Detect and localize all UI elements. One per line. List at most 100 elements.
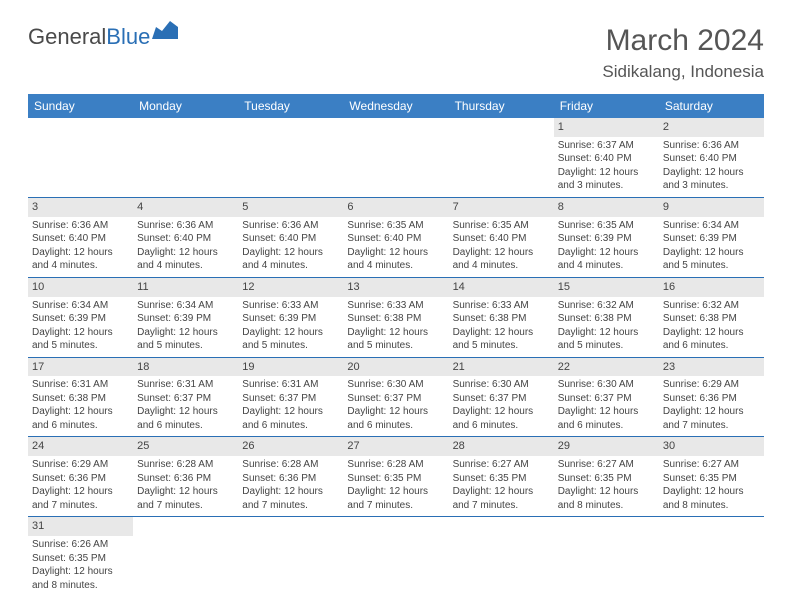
- day-number: 4: [133, 198, 238, 217]
- calendar-day-cell: 23Sunrise: 6:29 AMSunset: 6:36 PMDayligh…: [659, 357, 764, 437]
- calendar-day-cell: 14Sunrise: 6:33 AMSunset: 6:38 PMDayligh…: [449, 277, 554, 357]
- day-number: 25: [133, 437, 238, 456]
- calendar-day-cell: 28Sunrise: 6:27 AMSunset: 6:35 PMDayligh…: [449, 437, 554, 517]
- calendar-day-cell: 15Sunrise: 6:32 AMSunset: 6:38 PMDayligh…: [554, 277, 659, 357]
- day-number: 8: [554, 198, 659, 217]
- calendar-day-cell: 25 Sunrise: 6:28 AMSunset: 6:36 PMDayligh…: [133, 437, 238, 517]
- day-info-line: Sunrise: 6:27 AM: [453, 458, 550, 472]
- day-number: 19: [238, 358, 343, 377]
- calendar-day-cell: 9Sunrise: 6:34 AMSunset: 6:39 PMDaylight…: [659, 197, 764, 277]
- day-info-line: Sunrise: 6:31 AM: [32, 378, 129, 392]
- day-number: 2: [659, 118, 764, 137]
- calendar-day-cell: 5Sunrise: 6:36 AMSunset: 6:40 PMDaylight…: [238, 197, 343, 277]
- day-info-line: Sunrise: 6:26 AM: [32, 538, 129, 552]
- calendar-day-cell: 19Sunrise: 6:31 AMSunset: 6:37 PMDayligh…: [238, 357, 343, 437]
- day-info-line: Daylight: 12 hours and 4 minutes.: [347, 246, 444, 273]
- location: Sidikalang, Indonesia: [602, 62, 764, 82]
- calendar-day-cell: 26Sunrise: 6:28 AMSunset: 6:36 PMDayligh…: [238, 437, 343, 517]
- calendar-table: Sunday Monday Tuesday Wednesday Thursday…: [28, 94, 764, 596]
- day-number: 7: [449, 198, 554, 217]
- calendar-day-cell: 8Sunrise: 6:35 AMSunset: 6:39 PMDaylight…: [554, 197, 659, 277]
- day-info-line: Daylight: 12 hours and 6 minutes.: [663, 326, 760, 353]
- day-number: 12: [238, 278, 343, 297]
- day-info-line: Sunset: 6:37 PM: [558, 392, 655, 406]
- calendar-day-cell: 13Sunrise: 6:33 AMSunset: 6:38 PMDayligh…: [343, 277, 448, 357]
- day-number: 21: [449, 358, 554, 377]
- calendar-day-cell: [343, 118, 448, 197]
- day-info-line: Sunset: 6:38 PM: [32, 392, 129, 406]
- calendar-day-cell: [28, 118, 133, 197]
- calendar-day-cell: 17Sunrise: 6:31 AMSunset: 6:38 PMDayligh…: [28, 357, 133, 437]
- day-info-line: Sunrise: 6:34 AM: [137, 299, 234, 313]
- day-info-line: Sunrise: 6:28 AM: [347, 458, 444, 472]
- day-info-line: Daylight: 12 hours and 7 minutes.: [453, 485, 550, 512]
- day-info-line: Daylight: 12 hours and 7 minutes.: [663, 405, 760, 432]
- day-info-line: Sunset: 6:35 PM: [347, 472, 444, 486]
- calendar-day-cell: 6Sunrise: 6:35 AMSunset: 6:40 PMDaylight…: [343, 197, 448, 277]
- day-info-line: Sunset: 6:37 PM: [453, 392, 550, 406]
- day-number: 13: [343, 278, 448, 297]
- calendar-day-cell: 11Sunrise: 6:34 AMSunset: 6:39 PMDayligh…: [133, 277, 238, 357]
- calendar-day-cell: 12Sunrise: 6:33 AMSunset: 6:39 PMDayligh…: [238, 277, 343, 357]
- logo-text-general: General: [28, 24, 106, 50]
- day-info-line: Sunset: 6:39 PM: [663, 232, 760, 246]
- calendar-day-cell: 24Sunrise: 6:29 AMSunset: 6:36 PMDayligh…: [28, 437, 133, 517]
- day-number: 16: [659, 278, 764, 297]
- day-number: 23: [659, 358, 764, 377]
- day-info-line: Sunrise: 6:29 AM: [32, 458, 129, 472]
- day-info-line: Sunset: 6:40 PM: [32, 232, 129, 246]
- flag-icon: [152, 21, 178, 41]
- day-info-line: Sunrise: 6:36 AM: [663, 139, 760, 153]
- day-info-line: Daylight: 12 hours and 3 minutes.: [663, 166, 760, 193]
- day-number: 22: [554, 358, 659, 377]
- weekday-header: Tuesday: [238, 94, 343, 118]
- day-info-line: Sunrise: 6:31 AM: [137, 378, 234, 392]
- day-info-line: Sunset: 6:40 PM: [453, 232, 550, 246]
- day-info-line: Daylight: 12 hours and 6 minutes.: [137, 405, 234, 432]
- day-info-line: Sunset: 6:39 PM: [558, 232, 655, 246]
- day-info-line: Daylight: 12 hours and 6 minutes.: [242, 405, 339, 432]
- day-info-line: Daylight: 12 hours and 6 minutes.: [558, 405, 655, 432]
- calendar-page: GeneralBlue March 2024 Sidikalang, Indon…: [0, 0, 792, 606]
- day-info-line: Sunrise: 6:27 AM: [558, 458, 655, 472]
- day-info-line: Daylight: 12 hours and 4 minutes.: [137, 246, 234, 273]
- day-info-line: Sunrise: 6:29 AM: [663, 378, 760, 392]
- day-number: 31: [28, 517, 133, 536]
- calendar-day-cell: [343, 517, 448, 596]
- day-info-line: Daylight: 12 hours and 6 minutes.: [32, 405, 129, 432]
- calendar-day-cell: 1Sunrise: 6:37 AMSunset: 6:40 PMDaylight…: [554, 118, 659, 197]
- day-info-line: Sunset: 6:37 PM: [347, 392, 444, 406]
- title-block: March 2024 Sidikalang, Indonesia: [602, 24, 764, 82]
- header: GeneralBlue March 2024 Sidikalang, Indon…: [28, 24, 764, 82]
- calendar-day-cell: [449, 517, 554, 596]
- day-info-line: Daylight: 12 hours and 5 minutes.: [32, 326, 129, 353]
- day-info-line: Sunrise: 6:36 AM: [137, 219, 234, 233]
- day-info-line: Sunset: 6:36 PM: [137, 472, 234, 486]
- day-info-line: Sunrise: 6:36 AM: [32, 219, 129, 233]
- day-info-line: Sunrise: 6:34 AM: [32, 299, 129, 313]
- day-info-line: Daylight: 12 hours and 4 minutes.: [453, 246, 550, 273]
- day-info-line: Sunrise: 6:28 AM: [137, 458, 234, 472]
- day-info-line: Daylight: 12 hours and 7 minutes.: [137, 485, 234, 512]
- day-info-line: Daylight: 12 hours and 6 minutes.: [453, 405, 550, 432]
- day-info-line: Sunrise: 6:33 AM: [453, 299, 550, 313]
- day-info-line: Daylight: 12 hours and 8 minutes.: [558, 485, 655, 512]
- day-info-line: Sunrise: 6:37 AM: [558, 139, 655, 153]
- calendar-day-cell: [659, 517, 764, 596]
- day-number: 20: [343, 358, 448, 377]
- day-info-line: Sunset: 6:39 PM: [242, 312, 339, 326]
- day-info-line: Daylight: 12 hours and 3 minutes.: [558, 166, 655, 193]
- day-info-line: Sunset: 6:35 PM: [558, 472, 655, 486]
- day-info-line: Sunrise: 6:35 AM: [453, 219, 550, 233]
- day-info-line: Sunrise: 6:35 AM: [558, 219, 655, 233]
- day-info-line: Sunset: 6:37 PM: [242, 392, 339, 406]
- day-info-line: Sunset: 6:40 PM: [558, 152, 655, 166]
- day-number: 6: [343, 198, 448, 217]
- calendar-week-row: 24Sunrise: 6:29 AMSunset: 6:36 PMDayligh…: [28, 437, 764, 517]
- calendar-day-cell: 29Sunrise: 6:27 AMSunset: 6:35 PMDayligh…: [554, 437, 659, 517]
- day-info-line: Daylight: 12 hours and 5 minutes.: [663, 246, 760, 273]
- day-info-line: Daylight: 12 hours and 5 minutes.: [242, 326, 339, 353]
- day-number: 28: [449, 437, 554, 456]
- day-info-line: Daylight: 12 hours and 5 minutes.: [558, 326, 655, 353]
- day-info-line: Daylight: 12 hours and 6 minutes.: [347, 405, 444, 432]
